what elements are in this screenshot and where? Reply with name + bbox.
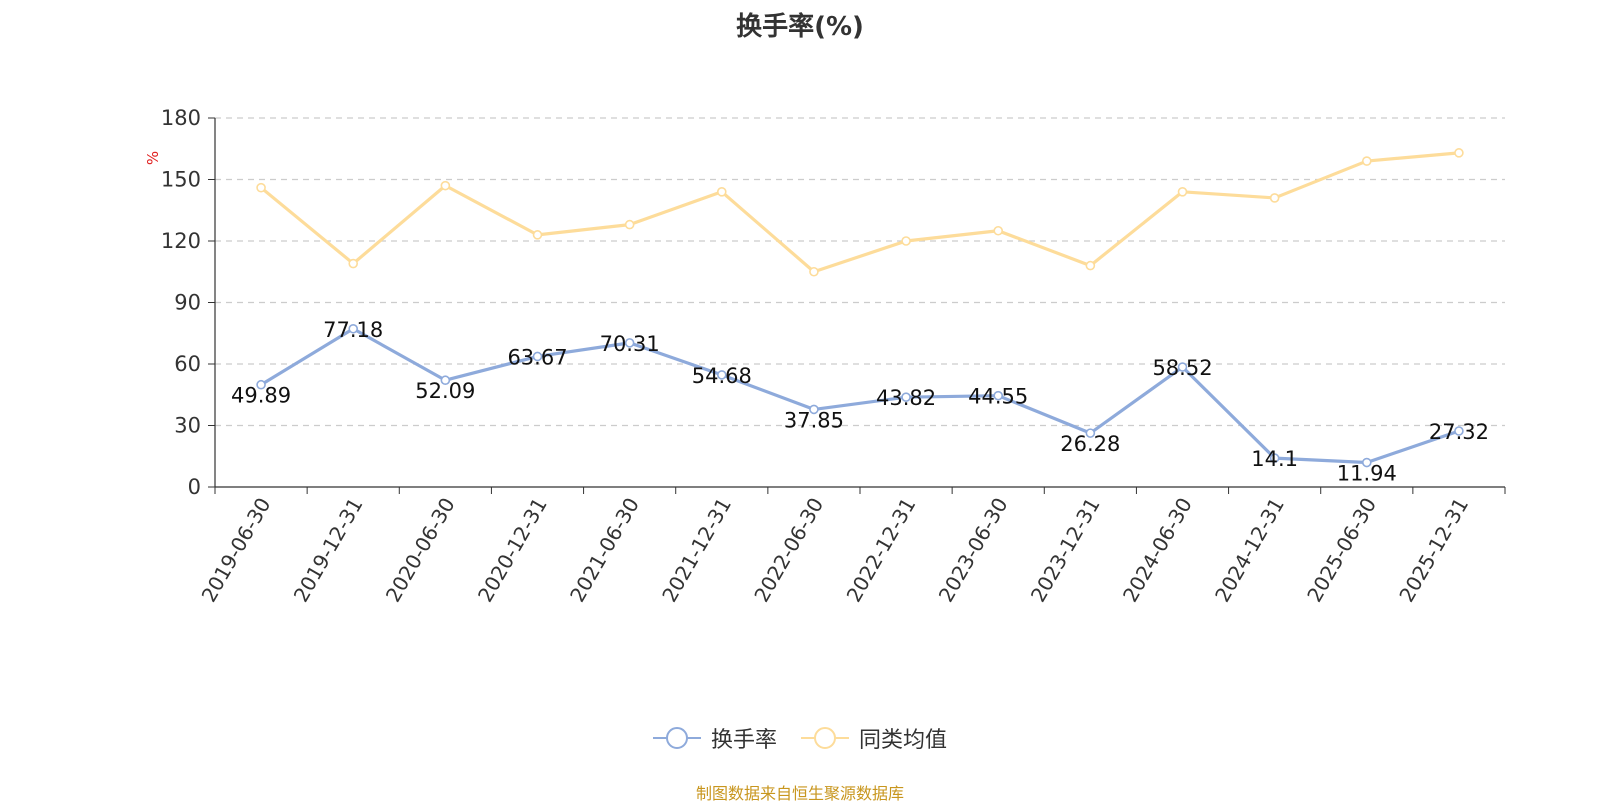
gridlines [215,117,1505,427]
data-label-turnover: 14.1 [1251,447,1298,471]
data-label-turnover: 49.89 [231,384,291,408]
x-tick-label: 2021-12-31 [657,494,736,607]
data-label-turnover: 44.55 [968,385,1028,409]
series-line-turnover [260,327,1460,465]
data-point-turnover [440,375,451,386]
x-tick-label: 2022-12-31 [841,494,920,607]
data-point-turnover [624,338,635,348]
legend-label-peer-average: 同类均值 [859,728,948,753]
data-point-turnover [901,392,911,402]
data-point-peer-average [532,230,543,240]
data-point-peer-average [809,266,819,277]
data-point-peer-average [256,182,266,193]
data-point-peer-average [716,187,727,197]
x-tick-label: 2019-06-30 [196,494,275,607]
data-label-turnover: 77.18 [323,318,383,342]
data-point-turnover [1177,362,1188,372]
data-point-peer-average [348,258,359,269]
x-tick-label: 2024-06-30 [1118,494,1197,607]
data-point-peer-average [1085,260,1096,271]
legend-item-peer-average[interactable]: 同类均值 [801,722,947,754]
data-point-peer-average [440,180,451,191]
data-point-turnover [809,404,819,415]
source-note: 制图数据来自恒生聚源数据库 [695,784,904,803]
x-tick-label: 2019-12-31 [289,494,368,607]
y-axis-unit-label: % [144,151,162,165]
data-point-turnover [1454,426,1464,436]
y-tick-label: 30 [174,414,201,438]
data-point-peer-average [901,236,911,246]
x-tick-label: 2023-06-30 [934,494,1013,607]
x-tick-label: 2021-06-30 [565,494,644,607]
data-point-turnover [1085,428,1096,438]
data-point-peer-average [1269,193,1280,203]
y-tick-label: 120 [161,229,201,253]
data-point-turnover [716,370,727,380]
data-point-turnover [532,351,543,362]
data-label-turnover: 52.09 [415,379,475,403]
legend-label-turnover: 换手率 [710,728,777,753]
data-label-turnover: 11.94 [1337,462,1397,486]
x-tick-label: 2025-12-31 [1394,494,1473,607]
legend-marker-peer-average [801,726,849,750]
x-tick-label: 2025-06-30 [1302,494,1381,607]
data-point-turnover [1269,453,1280,463]
series [256,148,1464,468]
data-labels: 49.89 77.18 52.09 63.67 70.31 54.68 37.85 43.82… [231,318,1489,486]
data-point-turnover [993,390,1004,401]
x-tick-label: 2024-12-31 [1210,494,1289,607]
data-label-turnover: 27.32 [1429,420,1489,444]
legend-item-turnover[interactable]: 换手率 [652,722,777,754]
y-tick-label: 150 [161,168,201,192]
data-label-turnover: 70.31 [600,332,660,356]
data-label-turnover: 43.82 [876,386,936,410]
x-tick-label: 2022-06-30 [749,494,828,607]
data-point-peer-average [1361,156,1372,166]
data-point-turnover [348,323,359,334]
data-point-turnover [1361,457,1372,468]
y-tick-label: 90 [174,291,201,315]
data-point-peer-average [1177,187,1188,197]
data-point-peer-average [1454,148,1464,158]
data-point-turnover [256,379,266,390]
chart-title: 换手率(%) [736,12,864,42]
y-tick-label: 0 [188,475,201,499]
y-tick-label: 180 [161,106,201,130]
data-point-peer-average [624,219,635,230]
data-label-turnover: 37.85 [784,408,844,432]
data-label-turnover: 26.28 [1060,432,1120,456]
data-label-turnover: 54.68 [692,364,752,388]
legend-marker-turnover [652,726,701,750]
data-label-turnover: 58.52 [1152,356,1212,380]
data-point-peer-average [993,225,1004,236]
series-line-peer-average [260,151,1460,274]
legend: 换手率 同类均值 [0,722,1600,754]
x-tick-label: 2020-06-30 [381,494,460,607]
x-tick-label: 2023-12-31 [1026,494,1105,607]
y-tick-label: 60 [174,352,201,376]
x-tick-label: 2020-12-31 [473,494,552,607]
data-label-turnover: 63.67 [507,345,567,369]
